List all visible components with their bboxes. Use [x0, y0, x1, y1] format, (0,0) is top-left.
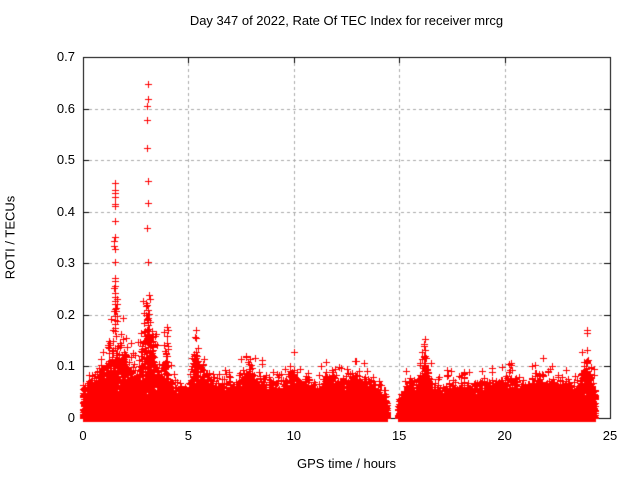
- x-tick-label: 20: [497, 428, 512, 443]
- x-tick-label: 25: [602, 428, 618, 443]
- x-tick-label: 5: [184, 428, 192, 443]
- y-tick-label: 0.1: [56, 358, 75, 374]
- y-tick-label: 0.5: [56, 152, 75, 168]
- y-tick-label: 0.2: [56, 306, 75, 322]
- x-tick-label: 0: [79, 428, 87, 443]
- y-tick-label: 0.4: [56, 203, 75, 219]
- chart-title: Day 347 of 2022, Rate Of TEC Index for r…: [189, 13, 504, 28]
- y-axis-label: ROTI / TECUs: [2, 195, 18, 280]
- x-axis-label: GPS time / hours: [297, 456, 396, 471]
- y-tick-label: 0.3: [56, 255, 75, 271]
- y-tick-label: 0.7: [56, 49, 75, 64]
- x-tick-label: 10: [286, 428, 302, 443]
- x-tick-label: 15: [391, 428, 407, 443]
- y-tick-label: 0: [67, 410, 75, 425]
- y-tick-label: 0.6: [56, 100, 75, 116]
